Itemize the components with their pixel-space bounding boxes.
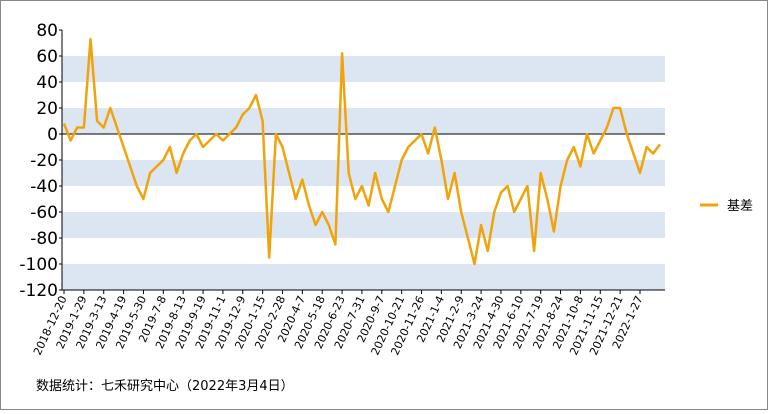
y-tick-label: -100 — [19, 255, 58, 275]
grid-band — [62, 108, 665, 134]
data-line — [62, 37, 661, 266]
y-tick-label: 40 — [36, 73, 58, 93]
y-tick-label: 0 — [47, 125, 58, 145]
y-tick-label: 20 — [36, 99, 58, 119]
y-tick-label: 60 — [36, 47, 58, 67]
grid-band — [62, 264, 665, 290]
grid-band — [62, 212, 665, 238]
y-tick-label: -80 — [30, 229, 58, 249]
legend-label: 基差 — [727, 199, 753, 214]
y-tick-label: -60 — [30, 203, 58, 223]
grid-band — [62, 56, 665, 82]
y-tick-label: -120 — [19, 281, 58, 301]
y-tick-label: -40 — [30, 177, 58, 197]
y-tick-label: 80 — [36, 21, 58, 41]
grid-band — [62, 160, 665, 186]
footnote: 数据统计：七禾研究中心（2022年3月4日） — [36, 379, 294, 394]
y-tick-label: -20 — [30, 151, 58, 171]
